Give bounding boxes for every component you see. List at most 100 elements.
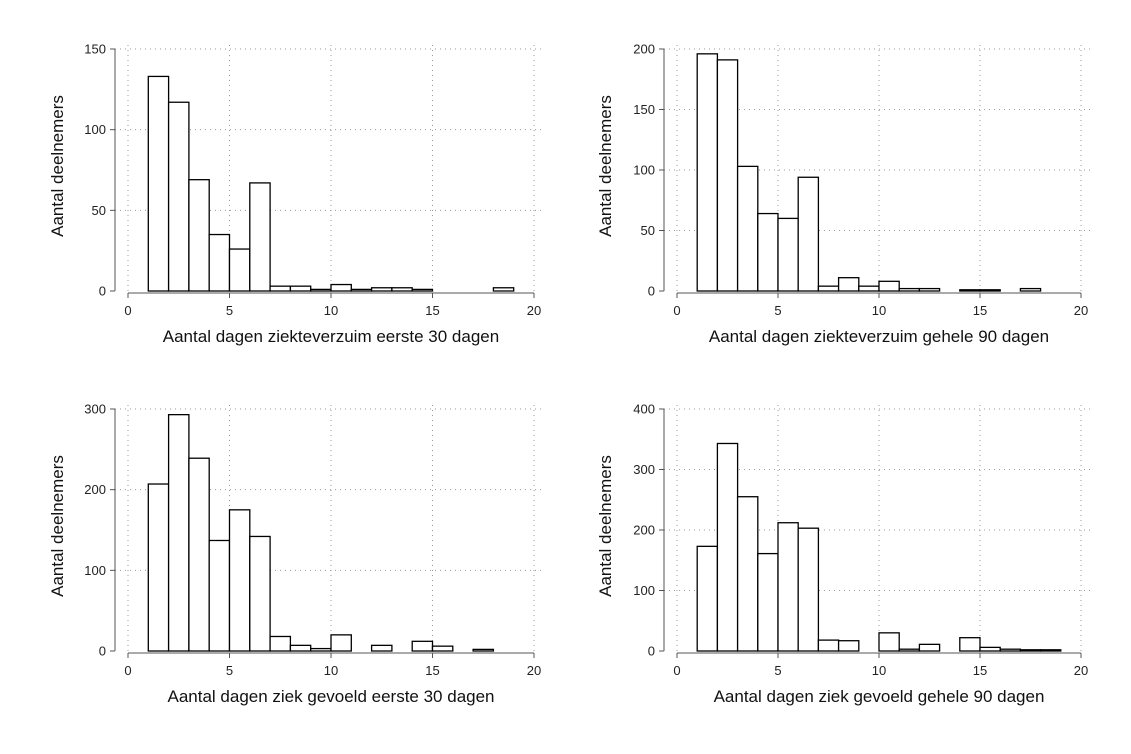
x-tick-label: 0 bbox=[673, 663, 680, 678]
x-tick-label: 10 bbox=[872, 663, 886, 678]
histogram-bar bbox=[269, 285, 292, 292]
histogram-bar bbox=[959, 289, 981, 292]
y-tick-label: 100 bbox=[633, 583, 655, 598]
histogram-bar bbox=[208, 539, 231, 652]
y-tick-label: 150 bbox=[633, 102, 655, 117]
histogram-bar bbox=[777, 522, 799, 652]
x-tick-label: 20 bbox=[1074, 303, 1088, 318]
histogram-bar bbox=[817, 639, 840, 652]
histogram-bar bbox=[167, 101, 190, 292]
histogram-panel-2: 0 50 100 150 200 0 5 10 15 20 Aantal dagen ziektev… bbox=[596, 42, 1091, 346]
histogram-bar bbox=[1019, 649, 1042, 652]
y-tick-label: 100 bbox=[84, 563, 106, 578]
histogram-bar bbox=[492, 287, 515, 292]
histogram-panel-4: 0 100 200 300 400 0 5 10 15 20 Aantal dagen ziek g… bbox=[596, 402, 1091, 706]
x-tick-label: 5 bbox=[774, 303, 781, 318]
histogram-bar bbox=[330, 634, 352, 652]
histogram-panel-1: 0 50 100 150 0 5 10 15 20 Aantal dagen ziekteverz… bbox=[48, 42, 544, 346]
histogram-bar bbox=[716, 442, 739, 652]
histogram-bar bbox=[797, 527, 820, 652]
histogram-bar bbox=[757, 212, 779, 292]
histogram-bar bbox=[411, 288, 434, 292]
y-tick-label: 150 bbox=[84, 42, 106, 57]
histogram-bar bbox=[289, 285, 312, 292]
histogram-bar bbox=[918, 287, 941, 292]
histogram-bar bbox=[959, 637, 981, 652]
x-tick-label: 5 bbox=[226, 663, 233, 678]
histogram-bar bbox=[696, 545, 719, 652]
y-tick-label: 50 bbox=[641, 223, 655, 238]
histogram-bar bbox=[757, 552, 779, 652]
histogram-bar bbox=[716, 59, 739, 292]
histogram-bar bbox=[837, 277, 860, 292]
y-tick-label: 100 bbox=[84, 122, 106, 137]
y-tick-label: 0 bbox=[99, 644, 106, 659]
histogram-bar bbox=[777, 217, 799, 292]
histogram-bar bbox=[979, 646, 1001, 652]
histogram-bar bbox=[228, 509, 251, 652]
x-axis-title: Aantal dagen ziekteverzuim gehele 90 dag… bbox=[709, 327, 1049, 346]
y-tick-label: 100 bbox=[633, 163, 655, 178]
histogram-bar bbox=[736, 496, 759, 652]
y-tick-label: 50 bbox=[92, 203, 106, 218]
histogram-bar bbox=[878, 632, 900, 652]
histogram-bar bbox=[817, 285, 840, 292]
y-tick-label: 0 bbox=[648, 644, 655, 659]
y-tick-label: 0 bbox=[648, 284, 655, 299]
y-axis-title: Aantal deelnemers bbox=[596, 95, 615, 237]
histogram-bar bbox=[431, 645, 454, 652]
x-tick-label: 15 bbox=[425, 663, 439, 678]
histogram-bar bbox=[898, 648, 921, 652]
histogram-bar bbox=[147, 483, 170, 652]
y-tick-label: 400 bbox=[633, 402, 655, 417]
histogram-bar bbox=[167, 413, 190, 652]
histogram-bar bbox=[1039, 649, 1062, 652]
x-tick-label: 10 bbox=[324, 663, 338, 678]
x-tick-label: 0 bbox=[124, 303, 131, 318]
histogram-bar bbox=[310, 647, 332, 652]
histogram-bar bbox=[249, 182, 271, 292]
histogram-bar bbox=[1019, 287, 1042, 292]
histogram-bar bbox=[289, 644, 312, 652]
y-tick-label: 0 bbox=[99, 284, 106, 299]
x-tick-label: 5 bbox=[226, 303, 233, 318]
x-axis-title: Aantal dagen ziek gevoeld gehele 90 dage… bbox=[714, 687, 1045, 706]
histogram-bar bbox=[797, 176, 820, 292]
histogram-bar bbox=[736, 165, 759, 292]
x-tick-label: 20 bbox=[527, 663, 541, 678]
x-tick-label: 5 bbox=[774, 663, 781, 678]
x-tick-label: 15 bbox=[973, 663, 987, 678]
x-tick-label: 0 bbox=[124, 663, 131, 678]
histogram-panel-3: 0 100 200 300 0 5 10 15 20 Aantal dagen ziek gevo… bbox=[48, 402, 544, 706]
histogram-bar bbox=[858, 285, 880, 292]
histogram-bar bbox=[188, 457, 210, 652]
histogram-bar bbox=[310, 288, 332, 292]
histogram-bar bbox=[918, 643, 941, 652]
y-axis-title: Aantal deelnemers bbox=[596, 455, 615, 597]
histogram-bar bbox=[472, 648, 495, 652]
histogram-bar bbox=[330, 283, 352, 292]
histogram-bar bbox=[228, 248, 251, 292]
x-tick-label: 20 bbox=[527, 303, 541, 318]
histogram-bar bbox=[350, 288, 373, 292]
histogram-bar bbox=[391, 287, 413, 292]
y-axis-title: Aantal deelnemers bbox=[48, 455, 67, 597]
histogram-bar bbox=[411, 640, 434, 652]
x-tick-label: 15 bbox=[973, 303, 987, 318]
y-axis-title: Aantal deelnemers bbox=[48, 95, 67, 237]
histogram-bar bbox=[878, 280, 900, 292]
x-tick-label: 0 bbox=[673, 303, 680, 318]
y-tick-label: 200 bbox=[633, 523, 655, 538]
x-tick-label: 20 bbox=[1074, 663, 1088, 678]
histogram-bar bbox=[979, 289, 1001, 292]
y-tick-label: 300 bbox=[84, 402, 106, 417]
histogram-bar bbox=[898, 287, 921, 292]
histogram-bar bbox=[147, 75, 170, 292]
histogram-bar bbox=[837, 640, 860, 652]
x-axis-title: Aantal dagen ziekteverzuim eerste 30 dag… bbox=[163, 327, 499, 346]
histogram-bar bbox=[696, 53, 719, 292]
histogram-bar bbox=[208, 233, 231, 292]
histogram-bar bbox=[999, 648, 1022, 652]
histogram-bar bbox=[370, 644, 393, 652]
